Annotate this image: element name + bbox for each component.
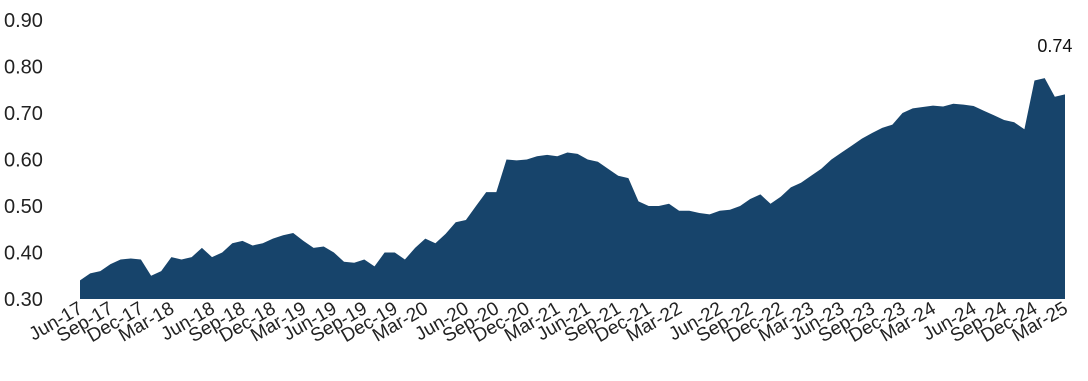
end-value-label: 0.74 xyxy=(1037,36,1072,56)
y-tick-label: 0.90 xyxy=(4,10,43,32)
y-tick-label: 0.50 xyxy=(4,196,43,218)
y-tick-label: 0.60 xyxy=(4,150,43,172)
y-tick-label: 0.30 xyxy=(4,289,43,311)
series-area xyxy=(80,78,1065,299)
y-tick-label: 0.80 xyxy=(4,57,43,79)
y-tick-label: 0.40 xyxy=(4,243,43,265)
plot-area xyxy=(80,78,1065,299)
data-labels: 0.74 xyxy=(1037,36,1072,56)
y-axis: 0.90 0.80 0.70 0.60 0.50 0.40 0.30 xyxy=(4,10,43,311)
y-tick-label: 0.70 xyxy=(4,103,43,125)
x-axis: Jun-17Sep-17Dec-17Mar-18Jun-18Sep-18Dec-… xyxy=(26,298,1072,347)
